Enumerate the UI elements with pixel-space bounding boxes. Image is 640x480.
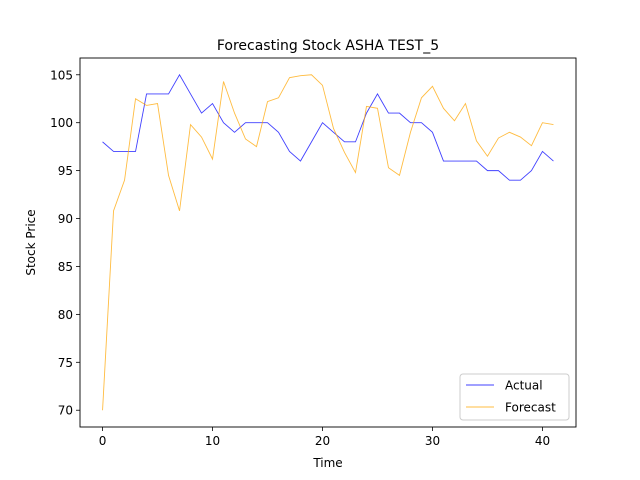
y-tick-label: 85 bbox=[58, 260, 73, 274]
y-tick-label: 80 bbox=[58, 308, 73, 322]
axes-frame bbox=[79, 57, 577, 428]
x-tick-label: 30 bbox=[425, 434, 440, 448]
y-tick-label: 105 bbox=[50, 68, 73, 82]
y-tick-label: 90 bbox=[58, 212, 73, 226]
y-axis: 70 75 80 85 90 95 100 105 bbox=[50, 68, 80, 418]
y-tick-label: 100 bbox=[50, 116, 73, 130]
series-line-actual bbox=[102, 73, 554, 181]
x-axis-label: Time bbox=[312, 456, 342, 470]
x-tick-label: 40 bbox=[535, 434, 550, 448]
y-axis-label: Stock Price bbox=[24, 209, 38, 275]
plot-area bbox=[102, 73, 554, 411]
x-axis: 0 10 20 30 40 bbox=[99, 427, 550, 448]
legend-label-actual: Actual bbox=[505, 379, 543, 393]
series-line-forecast bbox=[102, 74, 554, 411]
legend-label-forecast: Forecast bbox=[505, 401, 556, 415]
x-tick-label: 0 bbox=[99, 434, 107, 448]
x-tick-label: 20 bbox=[315, 434, 330, 448]
y-tick-label: 70 bbox=[58, 404, 73, 418]
x-tick-label: 10 bbox=[205, 434, 220, 448]
legend-box bbox=[459, 373, 570, 421]
y-tick-label: 95 bbox=[58, 164, 73, 178]
y-tick-label: 75 bbox=[58, 356, 73, 370]
legend: Actual Forecast bbox=[459, 373, 570, 421]
chart-title: Forecasting Stock ASHA TEST_5 bbox=[217, 38, 439, 54]
